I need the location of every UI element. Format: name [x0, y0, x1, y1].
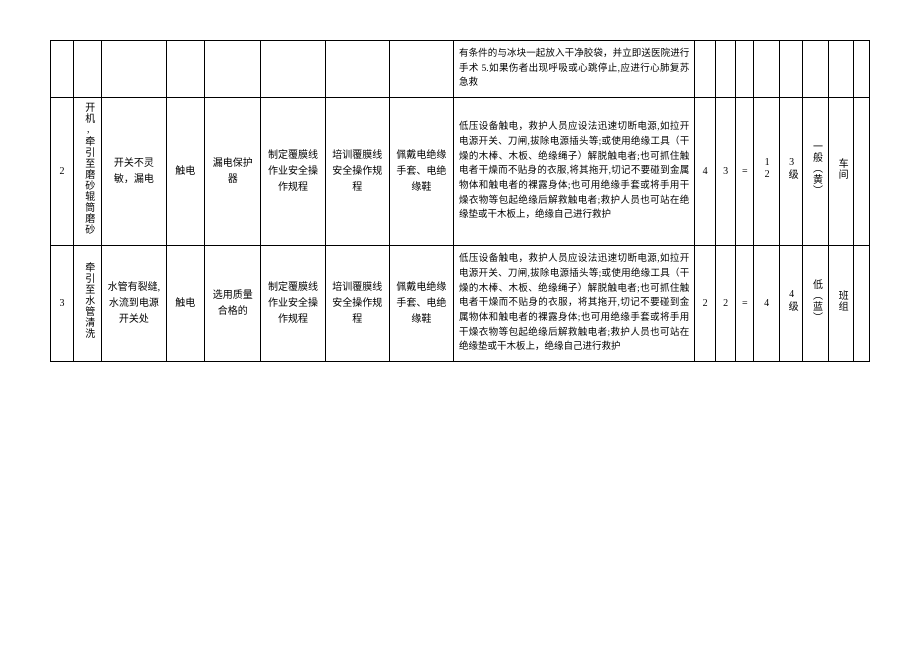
cell-S: 3	[715, 98, 736, 246]
cell-resp	[828, 41, 854, 98]
cell-resp: 班组	[828, 246, 854, 362]
cell-ctrl4: 佩戴电绝缘手套、电绝缘鞋	[389, 246, 453, 362]
cell-ctrl4	[389, 41, 453, 98]
cell-cause: 水管有裂缝,水流到电源开关处	[102, 246, 166, 362]
cell-step	[74, 41, 102, 98]
cell-ctrl1: 选用质量合格的	[205, 246, 261, 362]
table-row: 3 牵引至水管清洗 水管有裂缝,水流到电源开关处 触电 选用质量合格的 制定覆膜…	[51, 246, 870, 362]
cell-risk	[803, 41, 829, 98]
cell-ctrl4: 佩戴电绝缘手套、电绝缘鞋	[389, 98, 453, 246]
cell-step: 开机,牵引至磨砂辊筒磨砂	[74, 98, 102, 246]
cell-hazard: 触电	[166, 246, 205, 362]
table-row: 有条件的与冰块一起放入干净胶袋，并立即送医院进行手术 5.如果伤者出现呼吸或心跳…	[51, 41, 870, 98]
risk-assessment-table: 有条件的与冰块一起放入干净胶袋，并立即送医院进行手术 5.如果伤者出现呼吸或心跳…	[50, 40, 870, 362]
cell-L: 4	[695, 98, 716, 246]
cell-num: 2	[51, 98, 74, 246]
cell-emerg: 有条件的与冰块一起放入干净胶袋，并立即送医院进行手术 5.如果伤者出现呼吸或心跳…	[453, 41, 694, 98]
cell-ctrl1: 漏电保护器	[205, 98, 261, 246]
cell-R: 12	[754, 98, 780, 246]
cell-hazard	[166, 41, 205, 98]
cell-emerg: 低压设备触电，救护人员应设法迅速切断电源,如拉开电源开关、刀闸,拔除电源插头等;…	[453, 98, 694, 246]
table-row: 2 开机,牵引至磨砂辊筒磨砂 开关不灵敏，漏电 触电 漏电保护器 制定覆膜线作业…	[51, 98, 870, 246]
cell-ctrl2: 制定覆膜线作业安全操作规程	[261, 98, 325, 246]
cell-R	[754, 41, 780, 98]
cell-eq: =	[736, 246, 754, 362]
cell-last	[854, 41, 870, 98]
cell-L	[695, 41, 716, 98]
cell-step: 牵引至水管清洗	[74, 246, 102, 362]
cell-cause: 开关不灵敏，漏电	[102, 98, 166, 246]
cell-ctrl2: 制定覆膜线作业安全操作规程	[261, 246, 325, 362]
cell-lvl: 4级	[780, 246, 803, 362]
cell-R: 4	[754, 246, 780, 362]
cell-cause	[102, 41, 166, 98]
cell-S: 2	[715, 246, 736, 362]
cell-ctrl1	[205, 41, 261, 98]
cell-eq: =	[736, 98, 754, 246]
cell-lvl	[780, 41, 803, 98]
cell-ctrl2	[261, 41, 325, 98]
cell-ctrl3: 培训覆膜线安全操作规程	[325, 246, 389, 362]
cell-emerg: 低压设备触电，救护人员应设法迅速切断电源,如拉开电源开关、刀闸,拔除电源插头等;…	[453, 246, 694, 362]
cell-S	[715, 41, 736, 98]
cell-num: 3	[51, 246, 74, 362]
cell-ctrl3: 培训覆膜线安全操作规程	[325, 98, 389, 246]
cell-risk: 低（蓝）	[803, 246, 829, 362]
cell-hazard: 触电	[166, 98, 205, 246]
cell-risk: 一般（黄）	[803, 98, 829, 246]
cell-eq	[736, 41, 754, 98]
cell-num	[51, 41, 74, 98]
cell-L: 2	[695, 246, 716, 362]
cell-lvl: 3级	[780, 98, 803, 246]
cell-ctrl3	[325, 41, 389, 98]
cell-last	[854, 246, 870, 362]
cell-resp: 车间	[828, 98, 854, 246]
cell-last	[854, 98, 870, 246]
